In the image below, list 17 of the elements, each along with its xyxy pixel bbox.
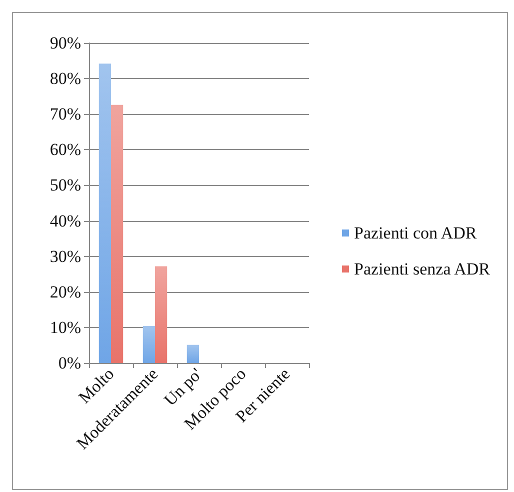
y-tick-label: 10% [50, 318, 81, 337]
y-tick-label: 90% [50, 34, 81, 52]
y-tick-label: 50% [50, 176, 81, 195]
y-tick-label: 30% [50, 246, 81, 266]
y-tick-label: 60% [50, 140, 81, 160]
legend-label: Pazienti senza ADR [354, 260, 491, 278]
y-tick-label: 80% [50, 69, 81, 88]
bar [111, 104, 124, 363]
bar [155, 266, 168, 363]
y-tick-label: 0% [58, 354, 81, 372]
y-tick-label: 70% [50, 104, 81, 124]
legend-label: Pazienti con ADR [354, 224, 478, 242]
y-tick-label: 40% [50, 211, 81, 230]
bar [186, 344, 199, 363]
y-tick-label: 20% [50, 282, 81, 302]
bar [98, 64, 111, 363]
bar [142, 326, 155, 363]
